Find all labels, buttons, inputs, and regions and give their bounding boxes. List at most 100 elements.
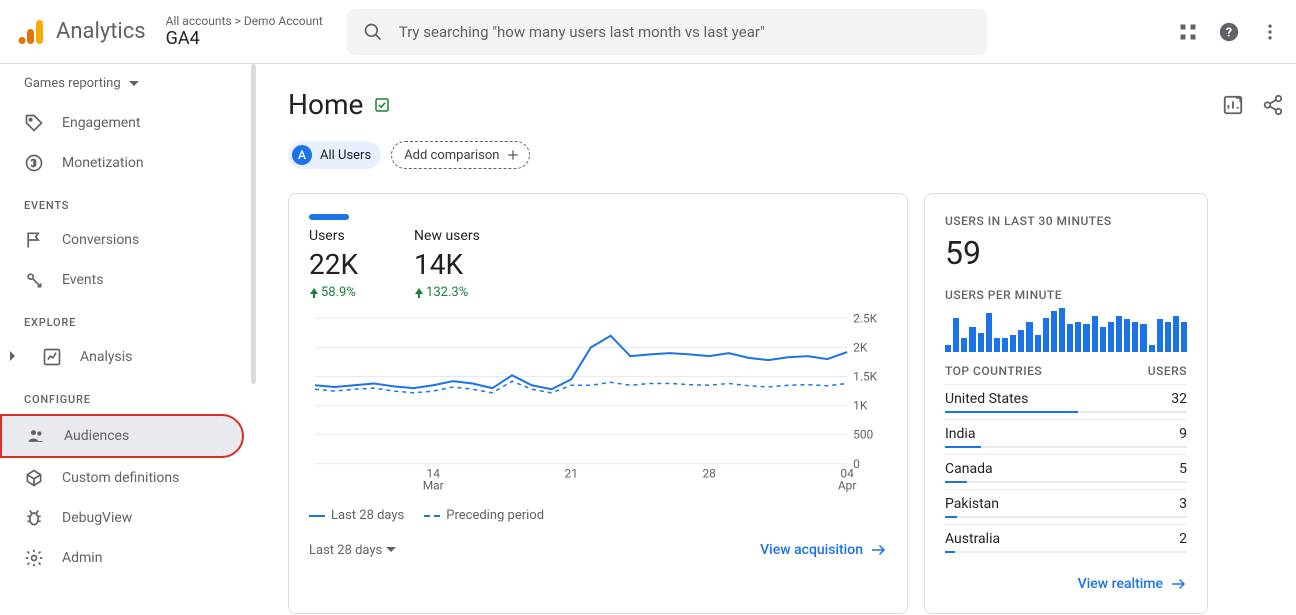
legend-current: Last 28 days (309, 508, 404, 523)
arrow-right-icon (1169, 575, 1187, 593)
audience-label: All Users (320, 148, 371, 163)
country-users: 3 (1179, 496, 1187, 512)
country-name: United States (945, 391, 1028, 407)
country-name: Australia (945, 531, 1000, 547)
countries-header-right: USERS (1148, 364, 1187, 378)
legend-label: Last 28 days (331, 508, 404, 523)
countries-header-left: TOP COUNTRIES (945, 364, 1042, 378)
search-input[interactable]: Try searching "how many users last month… (347, 9, 987, 55)
report-selector[interactable]: Games reporting (0, 64, 256, 103)
main-content: Home A All Users Add comparison (256, 64, 1296, 615)
line-chart-svg: 2.5K2K1.5K1K500014Mar212804Apr (309, 314, 887, 494)
country-name: Canada (945, 461, 993, 477)
logo-section[interactable]: Analytics (16, 16, 146, 48)
product-name: Analytics (56, 19, 146, 44)
users-per-minute-label: USERS PER MINUTE (945, 288, 1187, 302)
metric-change: 132.3% (414, 285, 480, 300)
search-placeholder: Try searching "how many users last month… (399, 23, 765, 41)
svg-text:1.5K: 1.5K (853, 369, 878, 383)
date-range-selector[interactable]: Last 28 days (309, 543, 396, 558)
view-realtime-link[interactable]: View realtime (1078, 575, 1187, 593)
sidebar-item-engagement[interactable]: Engagement (0, 103, 244, 143)
sidebar-item-analysis[interactable]: Analysis (0, 337, 244, 377)
view-acquisition-link[interactable]: View acquisition (760, 541, 887, 559)
country-bar (945, 481, 1187, 483)
users-per-minute-chart (945, 308, 1187, 352)
legend-previous: Preceding period (424, 508, 544, 523)
sidebar-item-label: Monetization (62, 155, 144, 171)
sidebar-item-label: Engagement (62, 115, 140, 131)
chevron-right-icon (8, 349, 24, 365)
svg-text:2K: 2K (853, 340, 868, 354)
svg-text:500: 500 (853, 428, 873, 442)
add-comparison-button[interactable]: Add comparison (391, 141, 530, 169)
country-row: Canada 5 (945, 454, 1187, 489)
gear-icon (24, 548, 44, 568)
metric-change-value: 58.9% (321, 285, 356, 300)
realtime-users-value: 59 (945, 234, 1187, 272)
account-selector[interactable]: All accounts > Demo Account GA4 (166, 14, 323, 49)
sidebar-item-label: Custom definitions (62, 470, 179, 486)
card-link-label: View realtime (1078, 576, 1163, 592)
sidebar-item-events[interactable]: Events (0, 260, 244, 300)
page-title: Home (288, 88, 363, 121)
card-link-label: View acquisition (760, 542, 863, 558)
sidebar-item-admin[interactable]: Admin (0, 538, 244, 578)
country-bar (945, 446, 1187, 448)
sidebar-item-debugview[interactable]: DebugView (0, 498, 244, 538)
sidebar-item-label: Analysis (80, 349, 132, 365)
audience-badge: A (292, 145, 312, 165)
page-actions (1222, 94, 1296, 116)
sidebar-item-audiences[interactable]: Audiences (0, 414, 244, 458)
page-header: Home (288, 88, 1296, 121)
help-icon[interactable]: ? (1218, 21, 1240, 43)
legend-swatch-solid (309, 515, 325, 517)
custom-icon (24, 468, 44, 488)
chevron-down-icon (129, 79, 139, 89)
sidebar-item-label: DebugView (62, 510, 132, 526)
metrics-row: Users 22K 58.9% New users 14K 132.3% (309, 228, 887, 300)
country-users: 32 (1171, 391, 1187, 407)
metric-value: 14K (414, 248, 480, 281)
sidebar-item-conversions[interactable]: Conversions (0, 220, 244, 260)
metric-value: 22K (309, 248, 358, 281)
country-row: India 9 (945, 419, 1187, 454)
sidebar: Games reporting Engagement Monetization … (0, 64, 256, 615)
chart-legend: Last 28 days Preceding period (309, 508, 887, 523)
countries-header: TOP COUNTRIES USERS (945, 364, 1187, 384)
users-chart: 2.5K2K1.5K1K500014Mar212804Apr (309, 314, 887, 494)
flag-icon (24, 230, 44, 250)
metric-new-users[interactable]: New users 14K 132.3% (414, 228, 480, 300)
events-icon (24, 270, 44, 290)
metric-users[interactable]: Users 22K 58.9% (309, 228, 358, 300)
share-icon[interactable] (1262, 94, 1284, 116)
sidebar-item-monetization[interactable]: Monetization (0, 143, 244, 183)
sidebar-item-label: Conversions (62, 232, 139, 248)
section-events-label: EVENTS (0, 183, 256, 220)
customize-icon[interactable] (1222, 94, 1244, 116)
metric-change-value: 132.3% (426, 285, 468, 300)
apps-icon[interactable] (1178, 22, 1198, 42)
country-row: United States 32 (945, 384, 1187, 419)
dollar-icon (24, 153, 44, 173)
metric-change: 58.9% (309, 285, 358, 300)
search-icon (363, 22, 383, 42)
arrow-right-icon (869, 541, 887, 559)
svg-text:?: ? (1226, 25, 1232, 40)
analysis-icon (42, 347, 62, 367)
country-users: 5 (1179, 461, 1187, 477)
sidebar-item-custom-definitions[interactable]: Custom definitions (0, 458, 244, 498)
sidebar-item-label: Events (62, 272, 103, 288)
svg-text:0: 0 (853, 457, 860, 471)
country-users: 2 (1179, 531, 1187, 547)
scrollbar[interactable] (251, 64, 256, 384)
audience-chip[interactable]: A All Users (288, 141, 381, 169)
country-row: Australia 2 (945, 524, 1187, 559)
more-icon[interactable] (1260, 22, 1280, 42)
analytics-logo-icon (16, 16, 48, 48)
section-configure-label: CONFIGURE (0, 377, 256, 414)
date-range-label: Last 28 days (309, 543, 382, 558)
svg-text:28: 28 (702, 467, 716, 481)
cards-row: Users 22K 58.9% New users 14K 132.3% (288, 193, 1296, 614)
country-row: Pakistan 3 (945, 489, 1187, 524)
